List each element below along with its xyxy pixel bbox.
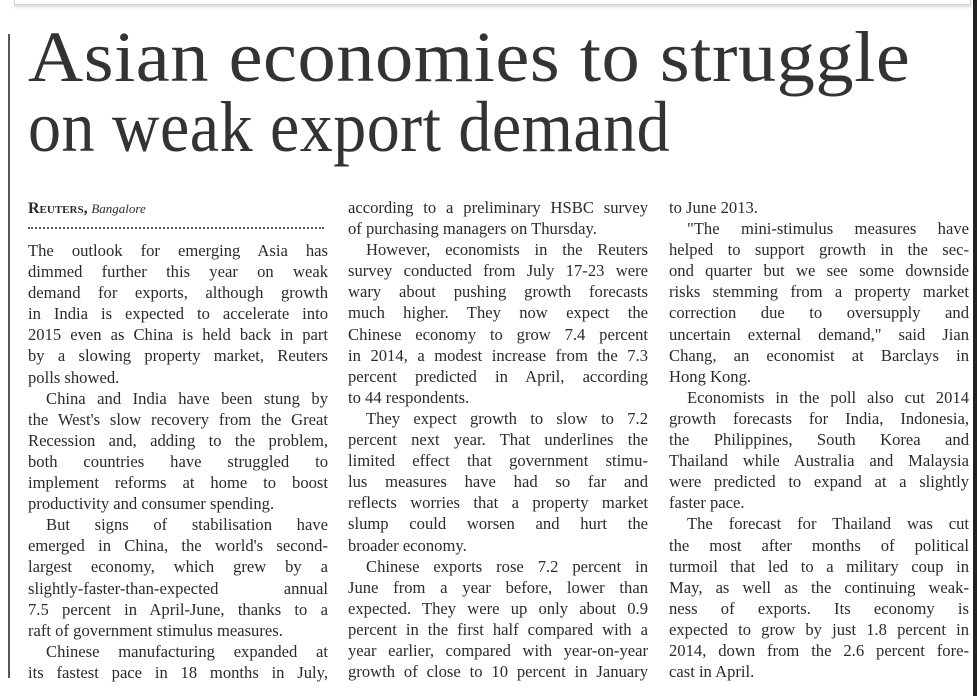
text-line: However, economists in the Reuters bbox=[366, 240, 648, 260]
text-line: growth forecasts for India, Indonesia, bbox=[669, 408, 969, 428]
text-line: slightly-faster-than-expected annual bbox=[28, 578, 328, 598]
text-line: demand for exports, although growth bbox=[28, 283, 328, 303]
byline-agency: Reuters, bbox=[28, 200, 88, 217]
headline: Asian economies to struggle on weak expo… bbox=[28, 21, 910, 167]
text-line: reflects worries that a property market bbox=[348, 493, 648, 513]
paragraph: Chinese exports rose 7.2 percent in June … bbox=[348, 556, 648, 683]
text-line: survey conducted from July 17-23 were bbox=[348, 261, 648, 281]
text-line: growth of close to 10 percent in January bbox=[348, 662, 648, 682]
headline-line: Asian economies to struggle bbox=[28, 17, 911, 97]
text-line: both countries have struggled to bbox=[28, 451, 328, 471]
dotted-divider bbox=[28, 219, 324, 229]
text-line: much higher. They now expect the bbox=[348, 303, 648, 323]
text-line: in 2014, a modest increase from the 7.3 bbox=[348, 345, 648, 365]
text-line: "The mini-stimulus measures have bbox=[687, 219, 969, 239]
paragraph: to June 2013. bbox=[669, 197, 969, 218]
text-line: Hong Kong. bbox=[669, 366, 752, 386]
clipping-top-border bbox=[14, 0, 971, 5]
text-line: the Philippines, South Korea and bbox=[669, 430, 969, 450]
left-column-rule bbox=[8, 34, 10, 678]
text-line: Recession and, adding to the problem, bbox=[28, 430, 328, 450]
text-line: dimmed further this year on weak bbox=[28, 262, 328, 282]
text-line: emerged in China, the world's second- bbox=[28, 536, 328, 556]
text-line: Chinese exports rose 7.2 percent in bbox=[366, 556, 648, 576]
paragraph: They expect growth to slow to 7.2 percent… bbox=[348, 408, 648, 556]
text-line: polls showed. bbox=[28, 367, 120, 387]
article-column-1: The outlook for emerging Asia has dimmed … bbox=[28, 240, 328, 683]
text-line: expected. They were up only about 0.9 bbox=[348, 598, 648, 618]
text-line: 2014, down from the 2.6 percent fore- bbox=[669, 640, 969, 660]
text-line: wary about pushing growth forecasts bbox=[348, 282, 648, 302]
text-line: of purchasing managers on Thursday. bbox=[348, 219, 597, 239]
text-line: were predicted to expand at a slightly bbox=[669, 472, 969, 492]
text-line: helped to support growth in the sec- bbox=[669, 240, 969, 260]
paragraph: Chinese manufacturing expanded at its fas… bbox=[28, 641, 328, 683]
text-line: percent next year. That underlines the bbox=[348, 430, 648, 450]
text-line: percent in the first half compared with … bbox=[348, 619, 648, 639]
text-line: to June 2013. bbox=[669, 198, 758, 217]
paragraph: "The mini-stimulus measures have helped t… bbox=[669, 218, 969, 387]
headline-line: on weak export demand bbox=[28, 87, 671, 167]
text-line: productivity and consumer spending. bbox=[28, 494, 275, 514]
text-line: according to a preliminary HSBC survey bbox=[348, 198, 648, 217]
text-line: 7.5 percent in April-June, thanks to a bbox=[28, 599, 328, 619]
text-line: But signs of stabilisation have bbox=[46, 515, 328, 535]
text-line: by a slowing property market, Reuters bbox=[28, 346, 328, 366]
text-line: lus measures have had so far and bbox=[348, 472, 648, 492]
text-line: largest economy, which grew by a bbox=[28, 557, 328, 577]
article-column-2: according to a preliminary HSBC survey of… bbox=[348, 197, 648, 682]
text-line: Economists in the poll also cut 2014 bbox=[687, 387, 969, 407]
text-line: China and India have been stung by bbox=[46, 388, 328, 408]
paragraph: However, economists in the Reuters survey… bbox=[348, 239, 648, 408]
text-line: raft of government stimulus measures. bbox=[28, 620, 283, 640]
text-line: limited effect that government stimu- bbox=[348, 451, 648, 471]
text-line: implement reforms at home to boost bbox=[28, 473, 328, 493]
text-line: 2015 even as China is held back in part bbox=[28, 325, 328, 345]
paragraph: according to a preliminary HSBC survey of… bbox=[348, 197, 648, 239]
text-line: risks stemming from a property market bbox=[669, 282, 969, 302]
text-line: correction due to oversupply and bbox=[669, 303, 969, 323]
paragraph: China and India have been stung by the We… bbox=[28, 388, 328, 515]
text-line: the most after months of political bbox=[669, 535, 969, 555]
byline: Reuters, Bangalore bbox=[28, 198, 146, 220]
text-line: expected to grow by just 1.8 percent in bbox=[669, 619, 969, 639]
text-line: in India is expected to accelerate into bbox=[28, 304, 328, 324]
text-line: slump could worsen and hurt the bbox=[348, 514, 648, 534]
paragraph: The outlook for emerging Asia has dimmed … bbox=[28, 240, 328, 388]
text-line: year earlier, compared with year-on-year bbox=[348, 640, 648, 660]
text-line: The outlook for emerging Asia has bbox=[28, 241, 328, 260]
text-line: percent predicted in April, according bbox=[348, 366, 648, 386]
text-line: to 44 respondents. bbox=[348, 387, 470, 407]
text-line: faster pace. bbox=[669, 493, 745, 513]
text-line: ond quarter but we see some downside bbox=[669, 261, 969, 281]
text-line: Chinese manufacturing expanded at bbox=[46, 641, 328, 661]
text-line: uncertain external demand," said Jian bbox=[669, 324, 969, 344]
text-line: Chang, an economist at Barclays in bbox=[669, 345, 969, 365]
text-line: June from a year before, lower than bbox=[348, 577, 648, 597]
text-line: The forecast for Thailand was cut bbox=[687, 514, 969, 534]
text-line: ness of exports. Its economy is bbox=[669, 598, 969, 618]
right-edge-rule bbox=[973, 0, 977, 696]
text-line: the West's slow recovery from the Great bbox=[28, 409, 328, 429]
text-line: broader economy. bbox=[348, 535, 467, 555]
paragraph: But signs of stabilisation have emerged i… bbox=[28, 514, 328, 641]
text-line: its fastest pace in 18 months in July, bbox=[28, 662, 328, 682]
text-line: turmoil that led to a military coup in bbox=[669, 556, 969, 576]
article-column-3: to June 2013. "The mini-stimulus measures… bbox=[669, 197, 969, 682]
paragraph: Economists in the poll also cut 2014 grow… bbox=[669, 387, 969, 514]
text-line: cast in April. bbox=[669, 662, 755, 682]
paragraph: The forecast for Thailand was cut the mos… bbox=[669, 513, 969, 682]
text-line: Chinese economy to grow 7.4 percent bbox=[348, 324, 648, 344]
byline-place: Bangalore bbox=[91, 201, 146, 216]
text-line: May, as well as the continuing weak- bbox=[669, 577, 969, 597]
text-line: They expect growth to slow to 7.2 bbox=[366, 408, 648, 428]
text-line: Thailand while Australia and Malaysia bbox=[669, 451, 969, 471]
